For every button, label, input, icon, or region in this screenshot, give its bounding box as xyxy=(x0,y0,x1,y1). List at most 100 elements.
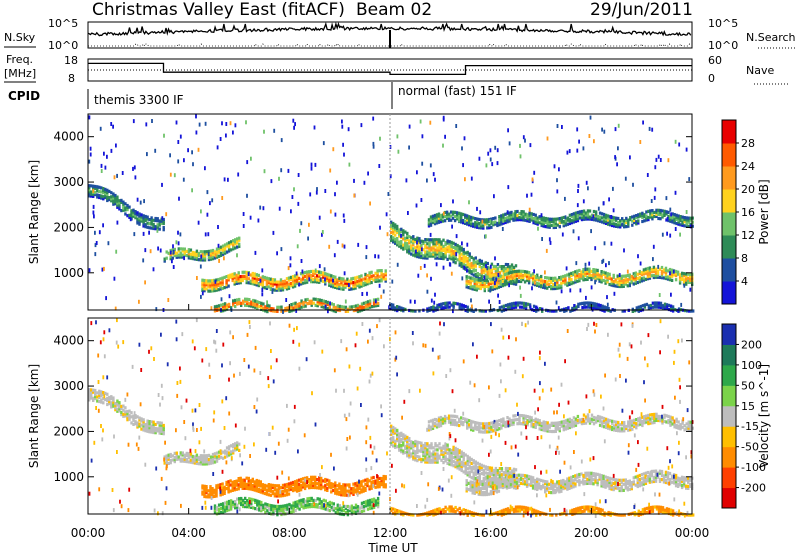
heatmap-cell xyxy=(193,251,197,255)
cpid-mode-1: themis 3300 IF xyxy=(94,93,184,107)
heatmap-cell xyxy=(582,211,586,215)
heatmap-cell xyxy=(374,304,378,308)
heatmap-cell xyxy=(169,454,172,459)
heatmap-cell xyxy=(154,218,157,223)
heatmap-cell xyxy=(106,198,109,203)
heatmap-cell xyxy=(169,257,172,261)
heatmap-cell xyxy=(215,457,219,461)
heatmap-cell xyxy=(209,279,212,283)
heatmap-noise-cell xyxy=(519,285,521,290)
heatmap-cell xyxy=(358,275,361,279)
heatmap-cell xyxy=(229,489,232,493)
heatmap-cell xyxy=(603,309,606,313)
heatmap-cell xyxy=(238,501,241,505)
heatmap-cell xyxy=(494,265,498,269)
heatmap-cell xyxy=(336,278,339,282)
heatmap-cell xyxy=(494,269,498,273)
heatmap-noise-cell xyxy=(533,269,535,274)
heatmap-cell xyxy=(205,485,208,489)
heatmap-noise-cell xyxy=(618,273,621,278)
heatmap-cell xyxy=(242,498,245,502)
heatmap-cell xyxy=(552,276,555,280)
heatmap-cell xyxy=(480,465,483,469)
heatmap-cell xyxy=(582,215,586,219)
heatmap-cell xyxy=(590,275,593,280)
heatmap-noise-cell xyxy=(633,273,636,278)
heatmap-cell xyxy=(219,483,222,487)
heatmap-cell xyxy=(438,244,441,248)
heatmap-cell xyxy=(229,275,232,279)
heatmap-cell xyxy=(354,482,357,486)
heatmap-noise-cell xyxy=(387,192,390,196)
heatmap-cell xyxy=(456,248,459,252)
heatmap-cell xyxy=(301,273,305,277)
heatmap-cell xyxy=(249,479,252,483)
heatmap-cell xyxy=(233,274,236,278)
heatmap-cell xyxy=(183,253,186,257)
heatmap-cell xyxy=(328,307,331,311)
heatmap-cell xyxy=(227,274,230,278)
heatmap-cell xyxy=(213,494,216,498)
heatmap-cell xyxy=(430,306,433,310)
heatmap-cell xyxy=(342,491,345,495)
heatmap-cell xyxy=(146,423,149,427)
heatmap-cell xyxy=(426,448,429,452)
heatmap-cell xyxy=(400,437,403,442)
heatmap-cell xyxy=(552,225,555,230)
heatmap-cell xyxy=(660,272,664,276)
heatmap-cell xyxy=(118,205,121,209)
heatmap-cell xyxy=(426,442,429,446)
heatmap-cell xyxy=(209,249,213,253)
heatmap-cell xyxy=(504,269,508,273)
heatmap-cell xyxy=(578,268,581,273)
heatmap-cell xyxy=(290,506,293,510)
heatmap-cell xyxy=(215,249,219,253)
heatmap-cell xyxy=(521,278,525,282)
heatmap-cell xyxy=(637,213,640,217)
heatmap-cell xyxy=(160,423,163,427)
heatmap-cell xyxy=(227,504,231,508)
heatmap-cell xyxy=(227,480,230,484)
heatmap-cell xyxy=(498,271,502,275)
heatmap-cell xyxy=(304,300,307,304)
heatmap-cell xyxy=(179,251,182,255)
heatmap-cell xyxy=(400,306,403,310)
heatmap-cell xyxy=(448,248,451,252)
heatmap-cell xyxy=(236,241,239,245)
heatmap-cell xyxy=(236,503,239,507)
heatmap-cell xyxy=(410,246,413,250)
heatmap-cell xyxy=(366,282,369,286)
heatmap-cell xyxy=(301,485,305,489)
heatmap-cell xyxy=(608,219,612,223)
heatmap-cell xyxy=(466,252,469,257)
heatmap-noise-cell xyxy=(489,157,492,162)
heatmap-cell xyxy=(278,305,281,309)
heatmap-cell xyxy=(506,473,510,477)
heatmap-cell xyxy=(434,248,437,252)
heatmap-noise-cell xyxy=(494,281,496,285)
heatmap-cell xyxy=(187,454,191,458)
heatmap-cell xyxy=(116,401,119,405)
heatmap-cell xyxy=(437,216,441,220)
heatmap-noise-cell xyxy=(455,252,458,257)
heatmap-cell xyxy=(636,276,639,280)
heatmap-noise-cell xyxy=(100,169,103,173)
heatmap-cell xyxy=(257,284,260,288)
heatmap-cell xyxy=(674,269,678,274)
heatmap-cell xyxy=(488,268,492,272)
heatmap-cell xyxy=(318,274,321,278)
heatmap-noise-cell xyxy=(666,216,669,221)
heatmap-cell xyxy=(291,285,295,289)
heatmap-cell xyxy=(532,221,535,225)
heatmap-noise-cell xyxy=(617,123,620,128)
heatmap-cell xyxy=(479,286,482,291)
heatmap-cell xyxy=(647,306,651,310)
heatmap-cell xyxy=(437,422,441,426)
heatmap-cell xyxy=(244,496,247,500)
heatmap-cell xyxy=(221,506,225,510)
heatmap-cell xyxy=(364,482,367,486)
heatmap-cell xyxy=(414,439,417,444)
heatmap-cell xyxy=(436,305,439,310)
heatmap-cell xyxy=(330,282,333,286)
heatmap-cell xyxy=(484,309,487,313)
